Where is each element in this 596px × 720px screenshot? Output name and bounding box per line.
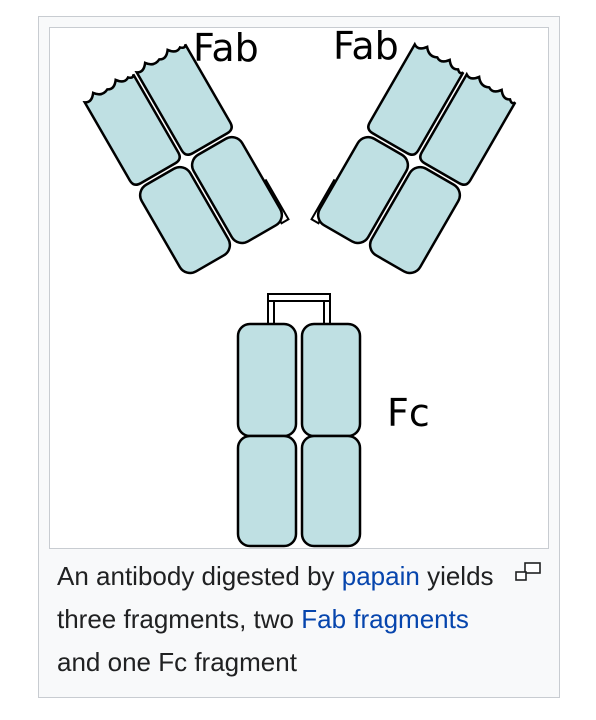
fc-domain-left-upper <box>236 322 298 438</box>
fab-right-variable-light <box>419 71 517 186</box>
antibody-diagram-image[interactable]: Fab Fab Fc <box>49 27 549 549</box>
fab-left-variable-light <box>82 73 181 186</box>
fab-left-label: Fab <box>193 28 259 70</box>
caption-text-3: and one Fc fragment <box>57 647 297 677</box>
fab-fragments-link[interactable]: Fab fragments <box>301 604 469 634</box>
fc-domain-right-upper <box>300 322 362 438</box>
figure-caption: An antibody digested by papain yields th… <box>57 555 507 684</box>
papain-link[interactable]: papain <box>341 561 420 591</box>
caption-text-1: An antibody digested by <box>57 561 342 591</box>
caption-text-2: yields three fragments, two <box>57 561 494 634</box>
fc-fragment <box>236 293 362 548</box>
fc-domain-left-lower <box>236 434 298 548</box>
fab-right-variable-heavy <box>367 41 465 156</box>
fab-fragment-left <box>82 43 290 275</box>
image-thumbnail: Fab Fab Fc An antibody digested by papai… <box>38 16 560 698</box>
fab-left-constant-light <box>138 165 232 275</box>
fab-right-constant-heavy <box>316 135 410 245</box>
fab-left-constant-heavy <box>190 135 284 245</box>
fc-domain-right-lower <box>300 434 362 548</box>
fc-disulfide-bridge <box>267 293 331 302</box>
fab-right-constant-light <box>368 165 462 275</box>
fab-right-label: Fab <box>333 28 399 68</box>
fab-fragment-right <box>310 41 517 275</box>
magnify-clip-icon[interactable] <box>513 561 543 583</box>
fc-label: Fc <box>387 391 430 435</box>
antibody-diagram: Fab Fab Fc <box>82 28 517 548</box>
fab-left-variable-heavy <box>134 43 233 156</box>
